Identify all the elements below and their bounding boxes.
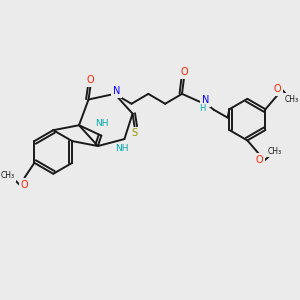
Text: NH: NH	[115, 145, 128, 154]
Text: O: O	[274, 84, 281, 94]
Text: O: O	[87, 75, 94, 85]
Text: O: O	[256, 155, 263, 165]
Text: NH: NH	[96, 119, 109, 128]
Text: O: O	[21, 180, 28, 190]
Text: CH₃: CH₃	[285, 95, 299, 104]
Text: S: S	[131, 128, 138, 139]
Text: CH₃: CH₃	[1, 171, 15, 180]
Text: N: N	[202, 95, 209, 105]
Text: N: N	[113, 86, 120, 96]
Text: H: H	[200, 104, 206, 113]
Text: CH₃: CH₃	[268, 147, 282, 156]
Text: O: O	[180, 67, 188, 77]
